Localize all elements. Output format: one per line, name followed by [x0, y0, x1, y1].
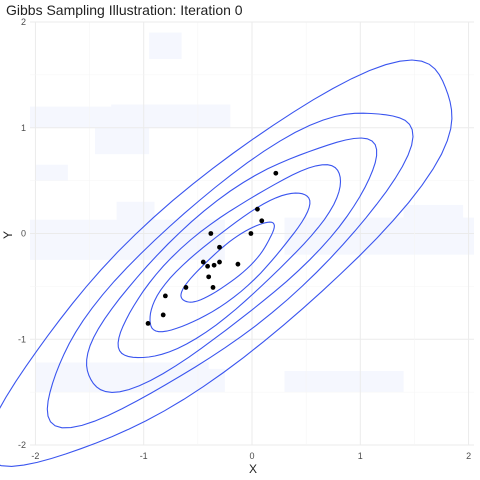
data-point	[235, 261, 241, 267]
grid-lines	[30, 21, 474, 446]
data-point	[200, 259, 206, 265]
data-point	[217, 244, 222, 250]
background-tile	[35, 164, 68, 181]
chart-title: Gibbs Sampling Illustration: Iteration 0	[6, 2, 243, 18]
data-point	[160, 312, 166, 318]
x-tick-label: 1	[358, 451, 363, 461]
data-point	[208, 231, 214, 236]
y-tick-label: 1	[21, 123, 26, 133]
data-point	[162, 293, 168, 299]
data-point	[210, 285, 216, 290]
y-tick-label: -2	[18, 440, 26, 450]
data-point	[205, 263, 211, 269]
y-tick-label: 2	[21, 17, 26, 27]
contour-line-5	[46, 112, 414, 429]
y-tick-label: -1	[18, 334, 26, 344]
data-point	[217, 259, 222, 265]
data-point	[183, 285, 189, 290]
background-tile	[111, 104, 231, 128]
background-tile	[284, 370, 404, 393]
data-point	[273, 170, 279, 176]
background-tile	[30, 219, 225, 260]
background-tile	[149, 32, 182, 60]
data-point	[259, 218, 265, 224]
x-tick-label: 2	[466, 451, 471, 461]
contour-line-4	[86, 137, 378, 393]
data-point	[206, 274, 212, 280]
data-point	[248, 231, 254, 236]
x-tick-label: -2	[31, 451, 39, 461]
x-tick-label: 0	[249, 451, 254, 461]
x-axis-label: X	[249, 462, 257, 476]
data-point	[211, 262, 217, 268]
y-tick-label: 0	[21, 229, 26, 239]
sample-points	[145, 170, 279, 326]
contour-line-3	[117, 164, 342, 359]
data-point	[255, 206, 260, 212]
background-tile	[30, 106, 128, 128]
plot-panel	[0, 21, 474, 467]
background-tile	[35, 362, 209, 393]
x-axis-ticks: -2 -1 0 1 2	[31, 451, 471, 461]
y-axis-label: Y	[1, 231, 15, 239]
background-tile	[187, 368, 225, 393]
contour-line-1	[180, 221, 275, 303]
contour-line-6	[0, 59, 453, 467]
background-tile	[116, 201, 155, 223]
x-tick-label: -1	[140, 451, 148, 461]
data-point	[145, 320, 151, 326]
contour-line-2	[149, 192, 311, 333]
background-tile	[403, 204, 464, 229]
y-axis-ticks: -2 -1 0 1 2	[18, 17, 26, 450]
density-contours	[0, 59, 453, 467]
